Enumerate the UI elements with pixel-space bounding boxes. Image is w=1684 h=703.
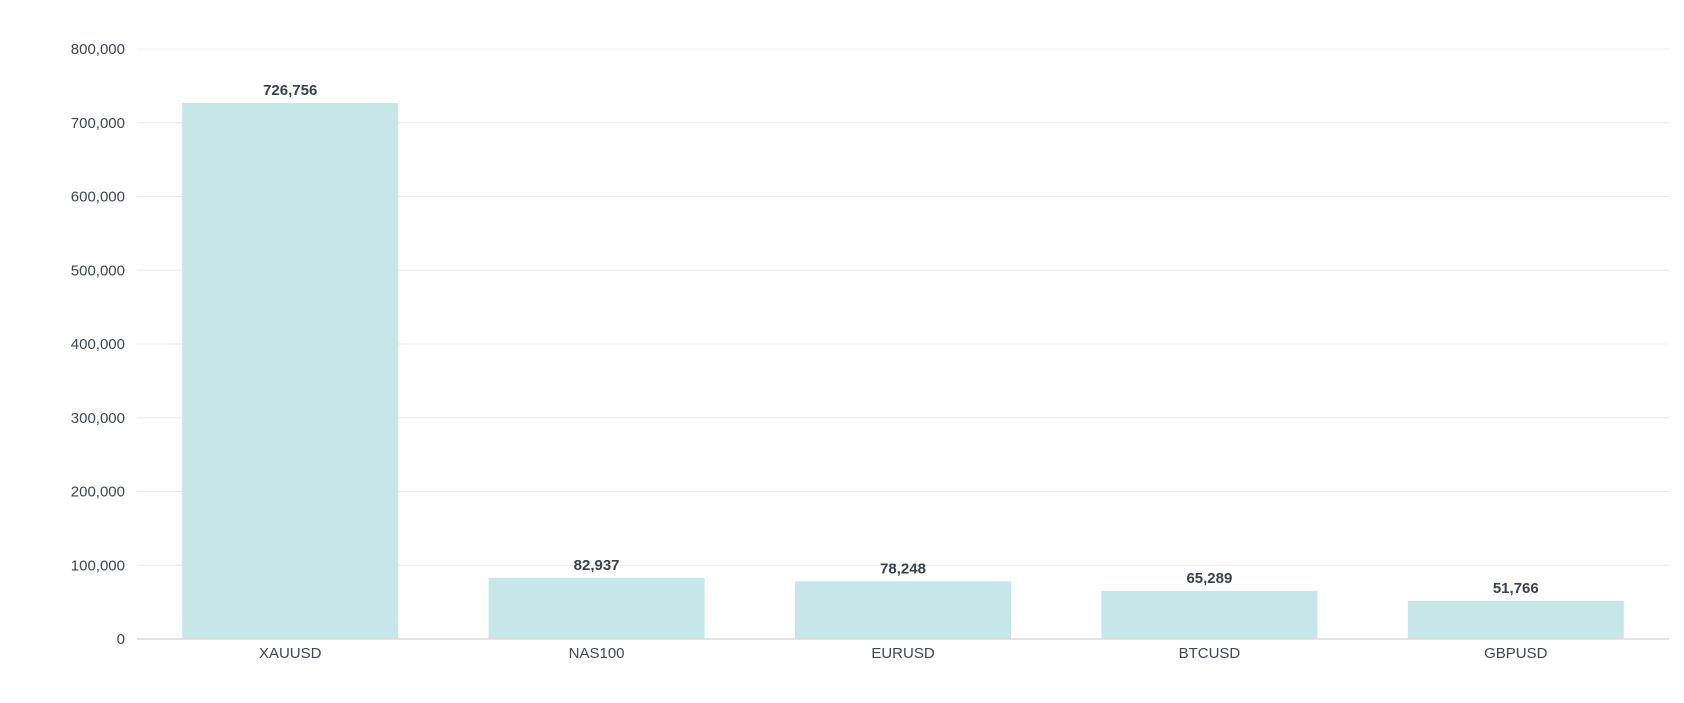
bar-value-label: 82,937 (574, 557, 620, 574)
x-tick-label: BTCUSD (1179, 645, 1241, 662)
bar-value-label: 78,248 (880, 560, 926, 577)
x-axis-ticks: XAUUSD NAS100 EURUSD BTCUSD GBPUSD (259, 645, 1548, 662)
x-tick-label: NAS100 (569, 645, 625, 662)
bars (182, 103, 1624, 639)
y-axis-ticks: 0 100,000 200,000 300,000 400,000 500,000 600,… (71, 41, 125, 648)
y-tick-label: 100,000 (71, 557, 125, 574)
y-tick-label: 0 (117, 631, 125, 648)
y-tick-label: 600,000 (71, 189, 125, 206)
bar (1407, 600, 1624, 639)
y-tick-label: 800,000 (71, 41, 125, 58)
x-tick-label: GBPUSD (1484, 645, 1548, 662)
bar-value-label: 65,289 (1186, 570, 1232, 587)
bar (182, 103, 399, 639)
x-tick-label: EURUSD (871, 645, 935, 662)
data-labels: 726,756 82,937 78,248 65,289 51,766 (263, 82, 1539, 597)
bar-value-label: 51,766 (1493, 580, 1539, 597)
y-tick-label: 700,000 (71, 115, 125, 132)
bar (1101, 590, 1318, 639)
y-tick-label: 500,000 (71, 262, 125, 279)
bar-value-label: 726,756 (263, 82, 317, 99)
y-tick-label: 300,000 (71, 410, 125, 427)
bar (488, 577, 705, 639)
y-tick-label: 200,000 (71, 484, 125, 501)
bar (795, 581, 1011, 639)
y-tick-label: 400,000 (71, 336, 125, 353)
x-tick-label: XAUUSD (259, 645, 322, 662)
